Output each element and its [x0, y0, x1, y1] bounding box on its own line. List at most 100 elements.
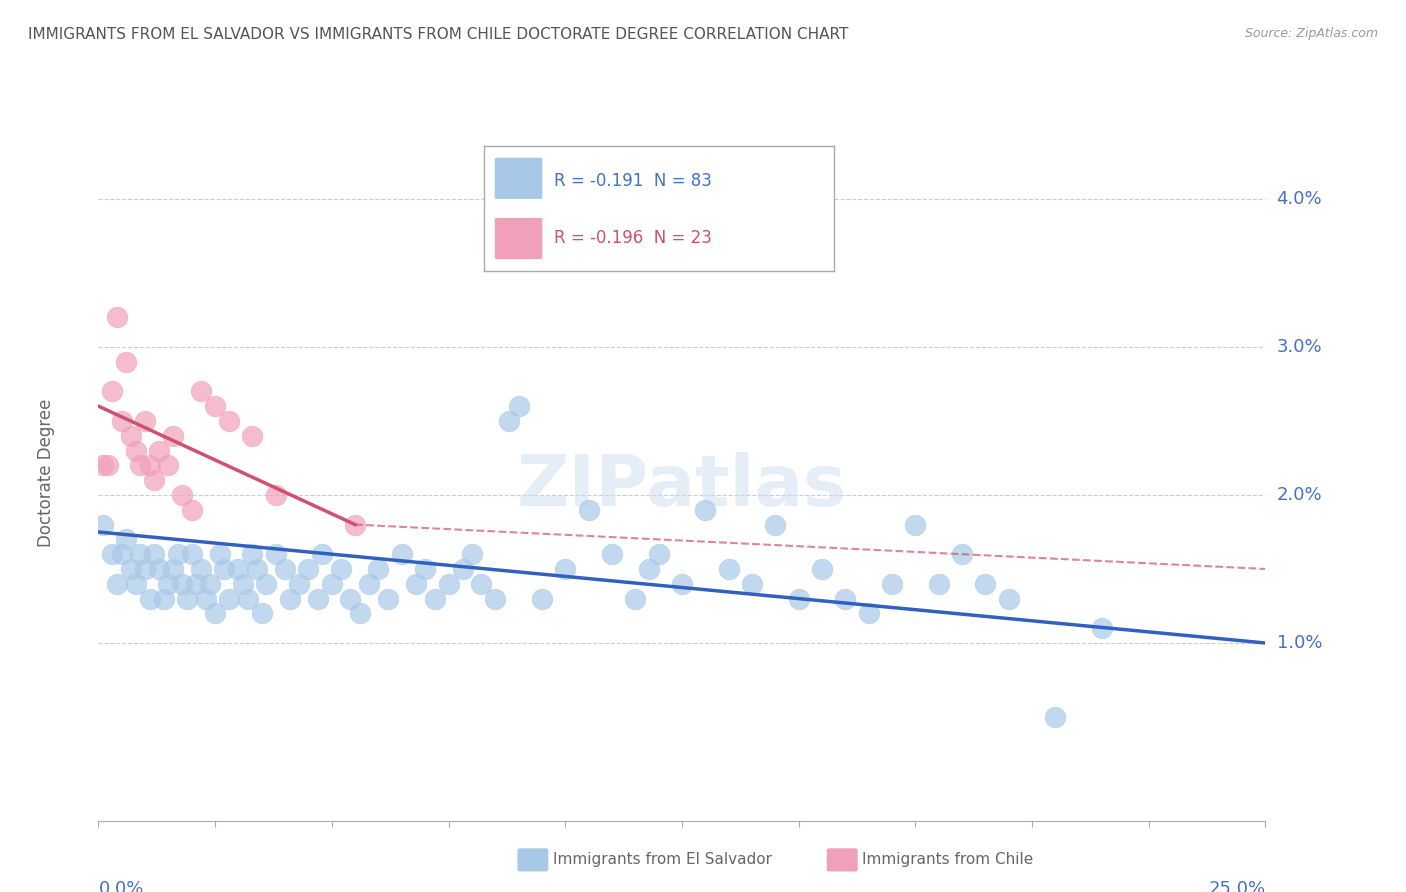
Point — [647, 547, 669, 561]
Point — [278, 591, 301, 606]
Point — [190, 384, 212, 399]
Text: Immigrants from Chile: Immigrants from Chile — [862, 853, 1033, 867]
Point — [139, 591, 162, 606]
Point — [811, 562, 834, 576]
Text: Source: ZipAtlas.com: Source: ZipAtlas.com — [1244, 27, 1378, 40]
Point — [470, 576, 492, 591]
Text: 0.0%: 0.0% — [98, 880, 143, 892]
Point — [498, 414, 520, 428]
Point — [111, 547, 134, 561]
Point — [250, 607, 273, 621]
Text: Immigrants from El Salvador: Immigrants from El Salvador — [553, 853, 772, 867]
Point — [554, 562, 576, 576]
Point — [143, 473, 166, 487]
Point — [297, 562, 319, 576]
Text: 3.0%: 3.0% — [1277, 338, 1322, 356]
Point — [339, 591, 361, 606]
Point — [115, 355, 138, 369]
Point — [91, 458, 114, 473]
Point — [321, 576, 343, 591]
Point — [264, 547, 287, 561]
Point — [461, 547, 484, 561]
Point — [242, 547, 264, 561]
Point — [307, 591, 329, 606]
Point — [172, 488, 194, 502]
Point — [218, 414, 240, 428]
Text: 1.0%: 1.0% — [1277, 634, 1322, 652]
Point — [105, 576, 128, 591]
Point — [148, 562, 170, 576]
Point — [157, 458, 180, 473]
Point — [204, 607, 226, 621]
Point — [311, 547, 333, 561]
Point — [148, 443, 170, 458]
Text: 4.0%: 4.0% — [1277, 190, 1322, 208]
Point — [97, 458, 120, 473]
Point — [139, 458, 162, 473]
Point — [105, 310, 128, 325]
Point — [904, 517, 927, 532]
Point — [437, 576, 460, 591]
Point — [787, 591, 810, 606]
Point — [578, 502, 600, 516]
Point — [101, 384, 124, 399]
Point — [172, 576, 194, 591]
Point — [950, 547, 973, 561]
Point — [134, 414, 156, 428]
Text: Doctorate Degree: Doctorate Degree — [37, 399, 55, 547]
Point — [600, 547, 623, 561]
Point — [928, 576, 950, 591]
Point — [391, 547, 413, 561]
Point — [508, 399, 530, 413]
Point — [120, 562, 142, 576]
Point — [162, 429, 184, 443]
Point — [143, 547, 166, 561]
Point — [858, 607, 880, 621]
Point — [671, 576, 693, 591]
Point — [451, 562, 474, 576]
Point — [246, 562, 269, 576]
Text: 25.0%: 25.0% — [1208, 880, 1265, 892]
Point — [974, 576, 997, 591]
Point — [129, 547, 152, 561]
Point — [180, 502, 202, 516]
Point — [200, 576, 222, 591]
Point — [125, 443, 148, 458]
Point — [1091, 621, 1114, 635]
Point — [359, 576, 381, 591]
Point — [152, 591, 174, 606]
Point — [157, 576, 180, 591]
Point — [214, 562, 236, 576]
Point — [405, 576, 427, 591]
Point — [288, 576, 311, 591]
Point — [111, 414, 134, 428]
Point — [125, 576, 148, 591]
Point — [120, 429, 142, 443]
Point — [367, 562, 389, 576]
Point — [129, 458, 152, 473]
Point — [115, 533, 138, 547]
Point — [166, 547, 188, 561]
Point — [274, 562, 297, 576]
Point — [180, 547, 202, 561]
Point — [162, 562, 184, 576]
Point — [997, 591, 1019, 606]
Point — [717, 562, 740, 576]
Point — [256, 576, 278, 591]
Point — [1045, 710, 1067, 724]
Point — [91, 517, 114, 532]
Point — [218, 591, 240, 606]
Point — [232, 576, 254, 591]
Point — [695, 502, 717, 516]
Point — [236, 591, 259, 606]
Point — [834, 591, 856, 606]
Point — [176, 591, 198, 606]
Point — [101, 547, 124, 561]
Point — [344, 517, 367, 532]
Point — [377, 591, 399, 606]
Text: 2.0%: 2.0% — [1277, 486, 1322, 504]
Point — [763, 517, 786, 532]
Point — [194, 591, 217, 606]
Point — [638, 562, 661, 576]
Point — [264, 488, 287, 502]
